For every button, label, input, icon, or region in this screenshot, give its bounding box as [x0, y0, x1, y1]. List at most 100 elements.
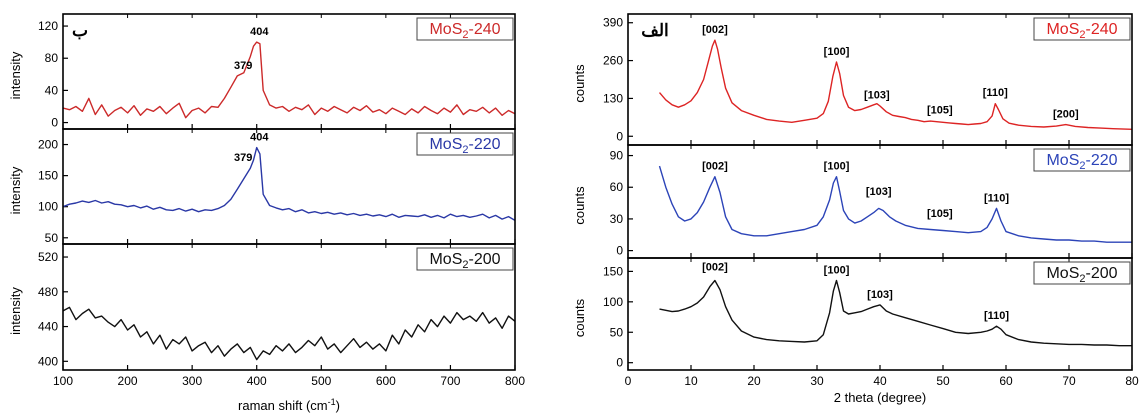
x-tick-label: 400 [247, 374, 267, 388]
series-line-MoS2-220 [62, 146, 516, 222]
sample-tag-sub: 2 [462, 144, 468, 156]
y-tick-label: 30 [610, 212, 624, 226]
x-axis-label-close: ) [336, 398, 340, 413]
y-tick-label: 0 [616, 356, 623, 370]
y-axis-label: intensity [8, 287, 23, 335]
x-tick-label: 300 [182, 374, 202, 388]
x-tick-label: 30 [810, 374, 824, 388]
y-tick-label: 480 [38, 285, 58, 299]
sample-tag-sub: 2 [1079, 160, 1085, 172]
xrd-panel-0: 0 130 260 390 [002] [100] [103] [105] [110] [200]… [572, 13, 1133, 146]
x-axis-label: 2 theta (degree) [834, 390, 927, 405]
panel-frame [62, 243, 516, 371]
series-line-MoS2-240 [658, 39, 1133, 130]
x-tick-label: 100 [53, 374, 73, 388]
sample-tag-label: MoS2-200 [1046, 265, 1117, 285]
sample-tag-sub: 2 [462, 259, 468, 271]
peak-label: [100] [824, 265, 850, 277]
peak-label: [103] [864, 90, 890, 102]
peak-label: [002] [702, 24, 728, 36]
sample-tag-suffix: -200 [469, 251, 501, 268]
series-line-MoS2-220 [658, 165, 1132, 243]
peak-label: [200] [1053, 109, 1079, 121]
peak-label: 379 [234, 152, 252, 164]
sample-tag-box [1033, 148, 1131, 172]
y-tick-label: 80 [45, 51, 59, 65]
x-axis-label-sup: -1 [328, 397, 336, 407]
y-tick-label: 0 [616, 129, 623, 143]
panel-corner-label: الف [641, 21, 669, 40]
x-tick-label: 700 [440, 374, 460, 388]
x-axis-label-text: raman shift (cm [238, 398, 328, 413]
y-tick-label: 0 [51, 116, 58, 130]
x-axis-label-text: 2 theta (degree) [834, 390, 927, 405]
sample-tag-main: MoS [429, 136, 462, 153]
series-line-MoS2-200 [62, 306, 516, 361]
peak-label: [002] [702, 261, 728, 273]
y-tick-label: 400 [38, 354, 58, 368]
y-tick-label: 520 [38, 250, 58, 264]
sample-tag-suffix: -240 [1086, 21, 1118, 38]
peak-label: 379 [234, 60, 252, 72]
sample-tag-label: MoS2-240 [1046, 21, 1117, 41]
panel-corner-label: ب [72, 21, 88, 40]
sample-tag-main: MoS [1046, 21, 1079, 38]
y-tick-label: 260 [603, 54, 623, 68]
sample-tag-suffix: -220 [1086, 152, 1118, 169]
xrd-panel-2: 0 50 100 150 [002] [100] [103] [110] counts MoS2-… [572, 257, 1133, 371]
y-tick-label: 440 [38, 320, 58, 334]
y-axis-label: counts [572, 64, 587, 103]
y-tick-label: 50 [45, 231, 59, 245]
y-tick-label: 90 [610, 149, 624, 163]
sample-tag-suffix: -240 [469, 21, 501, 38]
y-tick-label: 0 [616, 244, 623, 258]
y-axis-label: intensity [8, 51, 23, 99]
sample-tag-main: MoS [1046, 152, 1079, 169]
x-tick-label: 500 [311, 374, 331, 388]
peak-label: [110] [984, 310, 1009, 322]
x-tick-label: 0 [625, 374, 632, 388]
sample-tag-label: MoS2-240 [429, 21, 500, 41]
sample-tag-sub: 2 [1079, 273, 1085, 285]
peak-label: 404 [250, 26, 269, 38]
raman-panel-0: 0 40 80 120 379 404 intensity MoS2-240 ب [8, 13, 516, 130]
peak-label: [103] [866, 186, 892, 198]
peak-label: [002] [702, 161, 728, 173]
sample-tag-label: MoS2-200 [429, 251, 500, 271]
x-tick-label: 10 [684, 374, 698, 388]
y-tick-label: 100 [38, 200, 58, 214]
sample-tag-suffix: -200 [1086, 265, 1118, 282]
sample-tag-label: MoS2-220 [1046, 152, 1117, 172]
sample-tag-box [416, 247, 514, 271]
xrd-panel-1: 0 30 60 90 [002] [100] [103] [105] [110] counts Mo… [572, 144, 1133, 259]
y-tick-label: 40 [45, 83, 59, 97]
sample-tag-box [1033, 17, 1131, 41]
y-tick-label: 130 [603, 91, 623, 105]
y-tick-label: 50 [610, 325, 624, 339]
peak-label: [110] [983, 87, 1008, 99]
x-tick-label: 60 [999, 374, 1013, 388]
y-axis-label: counts [572, 186, 587, 225]
x-tick-label: 40 [873, 374, 887, 388]
raman-panel-1: 50 100 150 200 379 404 intensity MoS2-220 [8, 128, 516, 245]
raman-panel-2: 400 440 480 520 intensity MoS2-200 [8, 243, 516, 371]
sample-tag-sub: 2 [462, 29, 468, 41]
y-tick-label: 150 [603, 264, 623, 278]
x-tick-label: 70 [1062, 374, 1076, 388]
peak-label: [105] [927, 208, 953, 220]
xrd-chart: 0130260390[002][100][103][105][110][200]… [572, 13, 1139, 405]
raman-chart: 04080120379404intensityMoS2-240ب50100150… [8, 13, 525, 413]
peak-label: 404 [250, 132, 269, 144]
y-tick-label: 120 [38, 19, 58, 33]
sample-tag-box [416, 132, 514, 156]
series-line-MoS2-240 [62, 41, 516, 119]
sample-tag-label: MoS2-220 [429, 136, 500, 156]
sample-tag-main: MoS [429, 251, 462, 268]
sample-tag-suffix: -220 [469, 136, 501, 153]
x-tick-label: 800 [505, 374, 525, 388]
sample-tag-box [416, 17, 514, 41]
y-axis-label: counts [572, 298, 587, 337]
x-tick-label: 50 [936, 374, 950, 388]
y-tick-label: 390 [603, 16, 623, 30]
